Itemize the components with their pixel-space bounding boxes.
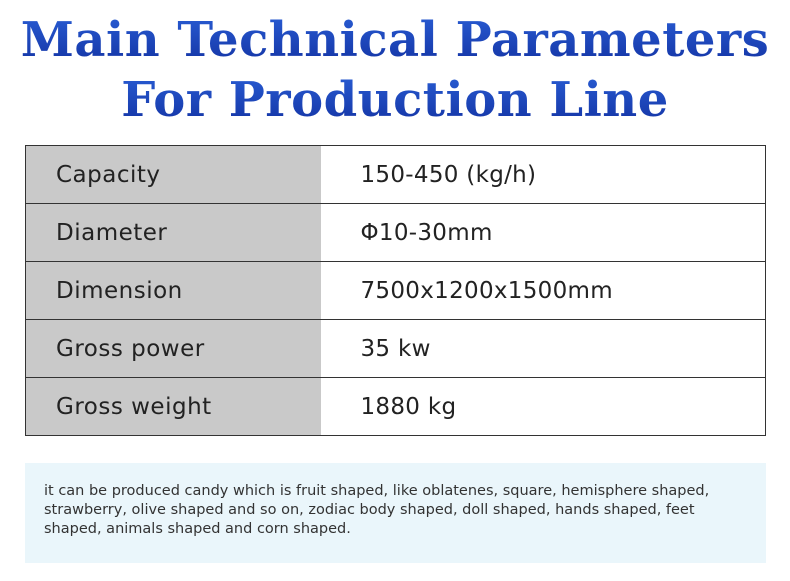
parameter-name: Capacity (25, 145, 321, 204)
note-text: it can be produced candy which is fruit … (44, 483, 710, 499)
parameter-value: Φ10-30mm (320, 203, 766, 262)
table-row: Diameter Φ10-30mm (25, 203, 766, 262)
table-row: Gross power 35 kw (25, 319, 766, 378)
parameter-value: 7500x1200x1500mm (320, 261, 766, 320)
parameter-value: 150-450 (kg/h) (320, 145, 766, 204)
title: For Production Line (0, 70, 790, 130)
parameter-name: Gross weight (25, 377, 321, 436)
parameter-value: 35 kw (320, 319, 766, 378)
table-row: Dimension 7500x1200x1500mm (25, 261, 766, 320)
note-text: shaped, animals shaped and corn shaped. (44, 521, 351, 537)
parameter-value: 1880 kg (320, 377, 766, 436)
table-row: Capacity 150-450 (kg/h) (25, 145, 766, 204)
title: Main Technical Parameters (0, 10, 790, 70)
parameter-name: Dimension (25, 261, 321, 320)
note-box: it can be produced candy which is fruit … (25, 463, 766, 563)
parameter-table: Capacity 150-450 (kg/h) Diameter Φ10-30mm Di… (25, 145, 766, 436)
parameter-name: Gross power (25, 319, 321, 378)
table-row: Gross weight 1880 kg (25, 377, 766, 436)
parameter-name: Diameter (25, 203, 321, 262)
note-text: strawberry, olive shaped and so on, zodi… (44, 502, 695, 518)
